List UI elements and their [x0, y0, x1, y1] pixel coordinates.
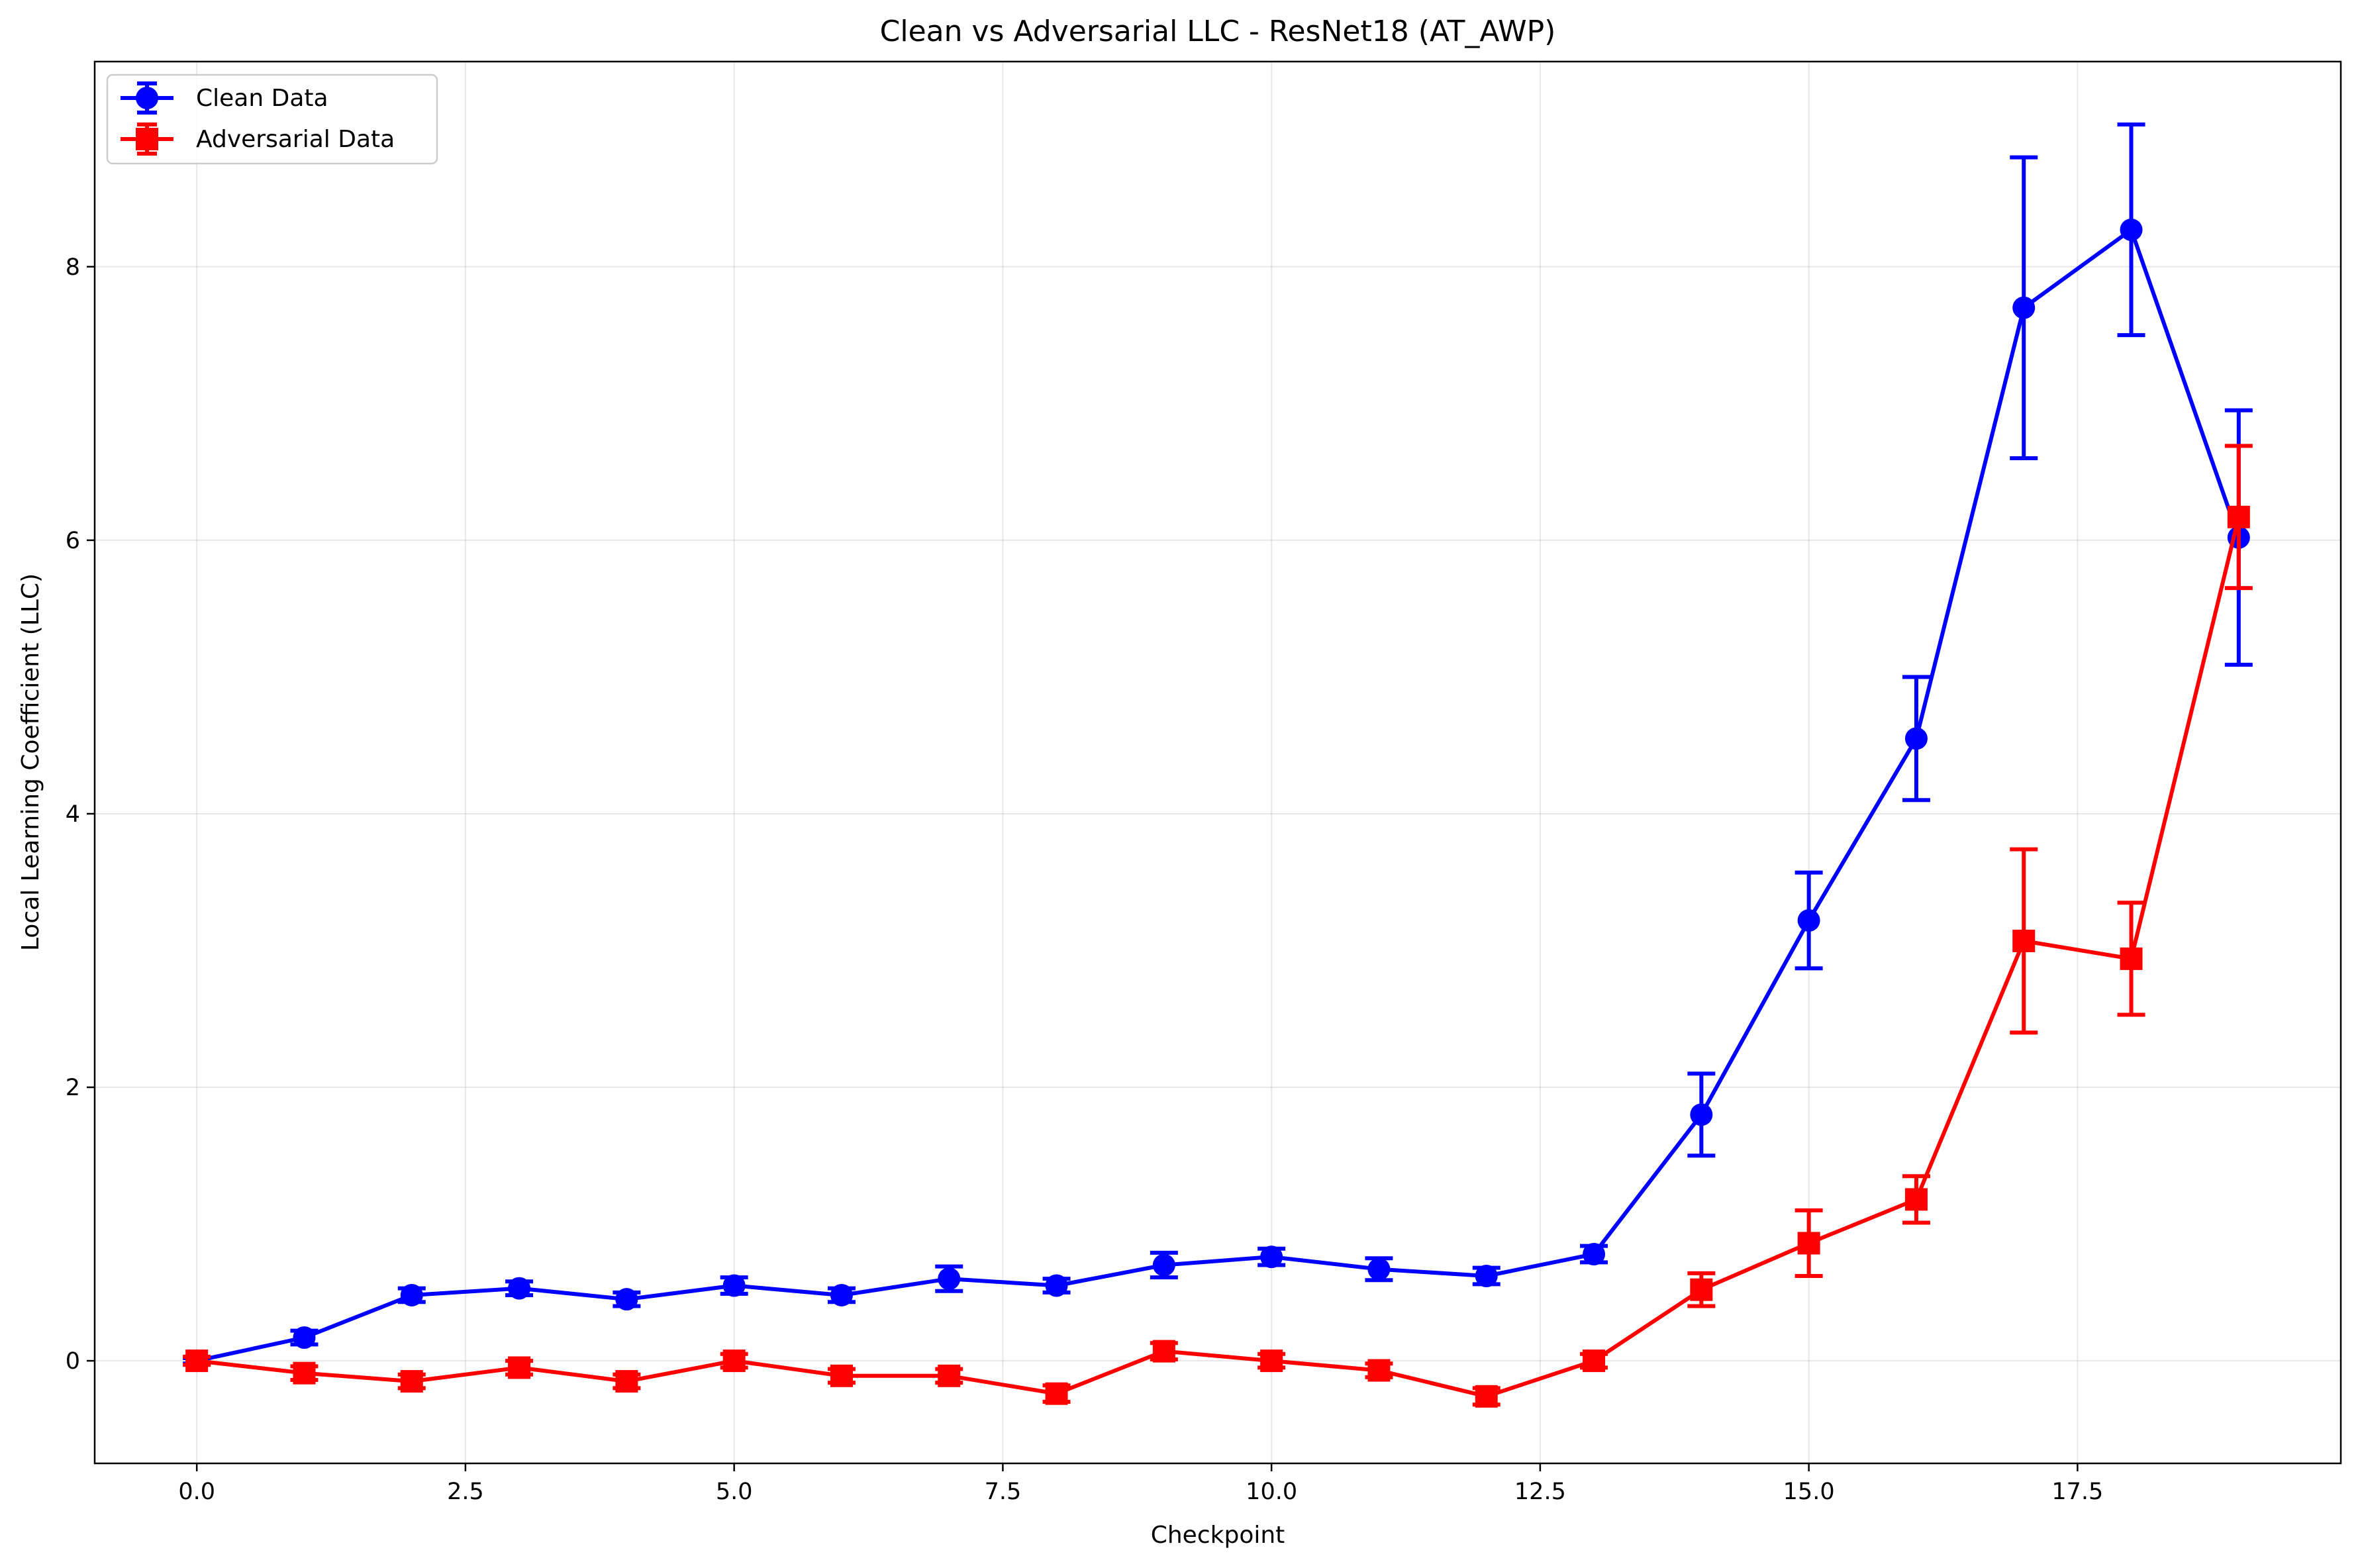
legend: Clean Data Adversarial Data: [106, 74, 438, 165]
data-point: [185, 1349, 209, 1373]
data-point: [1690, 1278, 1713, 1301]
data-point: [615, 1370, 638, 1393]
x-tick-label: 5.0: [716, 1479, 753, 1505]
x-tick-label: 7.5: [985, 1479, 1022, 1505]
data-point: [293, 1361, 316, 1385]
y-tick-label: 2: [66, 1075, 80, 1101]
data-point: [1904, 727, 1928, 750]
x-tick-label: 0.0: [178, 1479, 215, 1505]
y-axis-ticks: 0 2 4 6 8: [66, 254, 95, 1375]
data-point: [1583, 1349, 1606, 1373]
data-point: [938, 1364, 961, 1387]
data-point: [1475, 1265, 1498, 1288]
plot-frame: [93, 60, 2342, 1465]
x-tick-label: 17.5: [2051, 1479, 2103, 1505]
data-point: [1797, 1232, 1820, 1255]
data-point: [1260, 1246, 1283, 1269]
data-point: [293, 1326, 316, 1349]
data-point: [2120, 947, 2143, 970]
legend-item-adversarial: Adversarial Data: [121, 122, 395, 156]
series-line: [196, 516, 2241, 1398]
series-adversarial: [183, 444, 2253, 1408]
data-point: [1152, 1253, 1175, 1277]
data-point: [1904, 1188, 1928, 1211]
legend-label: Adversarial Data: [196, 126, 395, 153]
data-point: [508, 1277, 531, 1300]
series-line: [196, 228, 2241, 1363]
legend-box: [106, 74, 438, 165]
data-point: [1260, 1349, 1283, 1373]
x-axis-label: Checkpoint: [1151, 1522, 1285, 1549]
data-point: [1045, 1274, 1068, 1297]
data-point: [2012, 296, 2036, 319]
data-point: [830, 1283, 853, 1306]
data-point: [1690, 1103, 1713, 1126]
data-point: [1367, 1257, 1391, 1281]
grid-lines: [95, 62, 2341, 1463]
data-point: [2012, 930, 2036, 953]
data-point: [400, 1370, 423, 1393]
data-point: [1583, 1242, 1606, 1265]
data-point: [1045, 1382, 1068, 1405]
legend-items: Clean Data Adversarial Data: [121, 81, 395, 156]
x-axis-ticks: 0.0 2.5 5.0 7.5 10.0 12.5 15.0 17.5: [178, 1463, 2103, 1505]
y-tick-label: 0: [66, 1348, 80, 1375]
data-point: [722, 1274, 746, 1297]
data-point: [400, 1283, 423, 1306]
data-point: [722, 1349, 746, 1373]
x-tick-label: 12.5: [1514, 1479, 1566, 1505]
legend-marker: [136, 128, 158, 150]
data-point: [938, 1267, 961, 1291]
chart-title: Clean vs Adversarial LLC - ResNet18 (AT_…: [880, 15, 1556, 48]
data-point: [1475, 1385, 1498, 1408]
data-point: [830, 1364, 853, 1387]
series-layer: [183, 122, 2253, 1408]
x-tick-label: 2.5: [447, 1479, 484, 1505]
data-point: [1367, 1359, 1391, 1382]
x-tick-label: 10.0: [1246, 1479, 1297, 1505]
data-point: [1797, 909, 1820, 932]
legend-marker: [136, 87, 158, 109]
legend-label: Clean Data: [196, 85, 328, 112]
data-point: [2120, 219, 2143, 242]
x-tick-label: 15.0: [1783, 1479, 1835, 1505]
data-point: [1152, 1340, 1175, 1363]
legend-item-clean: Clean Data: [121, 81, 328, 115]
y-tick-label: 6: [66, 528, 80, 554]
y-tick-label: 4: [66, 801, 80, 828]
data-point: [508, 1356, 531, 1379]
y-tick-label: 8: [66, 254, 80, 281]
data-point: [615, 1288, 638, 1311]
data-point: [2227, 505, 2250, 528]
y-axis-label: Local Learning Coefficient (LLC): [17, 573, 44, 951]
